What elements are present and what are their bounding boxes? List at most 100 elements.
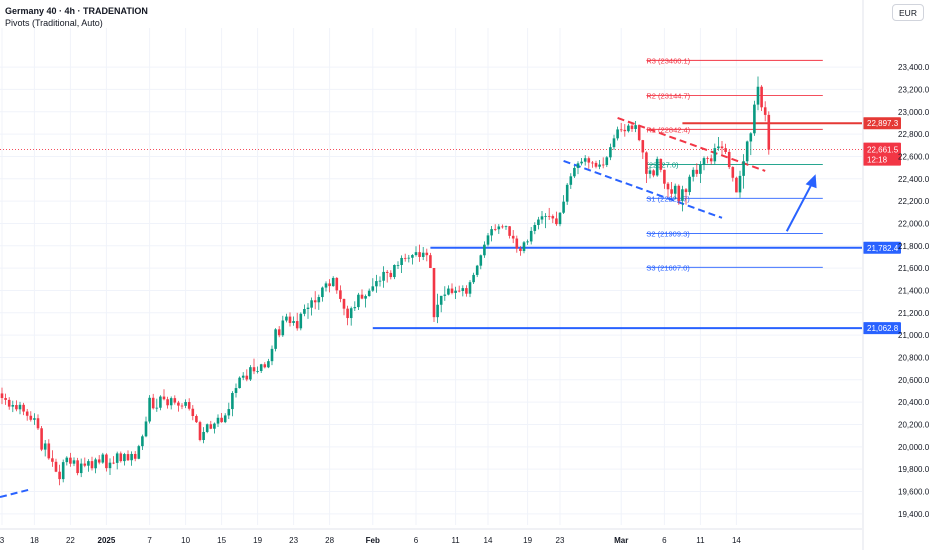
y-tick-label: 20,200.0 [898,420,930,429]
candle-body [87,461,90,466]
candle-body [702,158,706,165]
horizontal-levels: 22,897.3 21,782.4 21,062.8 22,661.512:18 [0,117,901,335]
x-tick-label: 14 [732,536,741,545]
candle-body [101,454,105,463]
candle-body [688,176,691,193]
candle-body [735,177,738,193]
x-tick-label: 23 [556,536,565,545]
candle-body [29,415,33,420]
candle-body [753,104,756,134]
candle-body [18,404,22,410]
candle-body [645,152,648,174]
candle-body [756,86,760,105]
candle-body [479,255,483,266]
candle-body [259,364,263,371]
candle-body [223,415,227,423]
candle-body [295,321,299,329]
last-price-tag [863,142,901,166]
x-tick-label: Mar [614,536,628,545]
candle-body [475,265,479,275]
y-tick-label: 21,400.0 [898,286,930,295]
candle-body [220,417,223,423]
candle-body [655,158,659,176]
candle-body [76,460,79,474]
candle-body [94,459,97,469]
candle-body [43,443,47,450]
candle-body [33,418,36,420]
candle-body [429,255,432,269]
candle-body [339,290,342,299]
candle-body [400,257,403,265]
candle-body [526,241,529,243]
annotations [785,174,817,232]
candle-body [313,300,317,303]
candle-body [497,226,501,230]
candle-body [616,129,619,139]
candle-body [324,283,328,288]
candle-body [418,252,421,257]
x-tick-label: 19 [523,536,532,545]
y-tick-label: 23,400.0 [898,63,930,72]
candle-body [195,415,198,423]
x-tick-label: 19 [253,536,262,545]
x-tick-label: 18 [30,536,39,545]
candle-body [133,453,137,459]
candle-body [375,281,378,287]
trend-line-old [0,488,32,499]
candle-body [519,248,522,252]
candle-body [544,215,547,217]
y-tick-label: 20,400.0 [898,398,930,407]
y-tick-label: 20,600.0 [898,376,930,385]
candle-body [749,133,753,142]
arrow-shaft [785,181,814,232]
candle-body [238,377,241,389]
candle-body [432,268,436,318]
candle-body [483,244,486,256]
y-tick-label: 22,000.0 [898,219,930,228]
candle-body [65,457,69,463]
y-tick-label: 22,200.0 [898,197,930,206]
candle-body [508,226,511,236]
trend-line-support [563,159,723,219]
x-tick-label: 23 [289,536,298,545]
candle-body [659,158,663,170]
candle-body [119,453,123,462]
candle-body [342,298,346,309]
candle-body [637,125,641,141]
pivot-label-s2: S2 (21909.3) [646,230,690,239]
currency-button[interactable]: EUR [892,4,924,21]
candle-body [724,148,727,152]
candle-body [742,161,745,176]
candle-body [22,404,25,412]
y-tick-label: 20,000.0 [898,443,930,452]
level-tag [863,322,901,335]
level-label: 21,062.8 [867,324,899,333]
candle-body [493,229,497,230]
candle-body [148,397,151,422]
y-tick-label: 21,600.0 [898,264,930,273]
candle-body [306,307,310,310]
candle-body [691,169,695,177]
candle-body [277,329,281,336]
candle-body [303,309,306,314]
candle-body [169,398,173,406]
level-tag [863,117,901,130]
pivot-lines: R3 (23460.1) R2 (23144.7) R1 (22842.4) (225… [646,56,823,272]
candle-body [727,151,731,168]
candle-body [627,125,630,132]
candle-body [472,274,475,283]
candle-body [187,402,191,409]
candle-body [699,164,702,174]
candle-body [576,163,580,168]
candle-body [234,388,238,393]
candle-body [731,167,735,178]
candle-body [285,316,288,321]
candle-body [537,219,540,226]
candle-body [709,158,713,162]
candle-body [598,164,601,167]
candle-body [468,282,472,294]
candle-body [447,288,450,295]
candle-body [695,169,699,174]
candle-body [159,396,162,408]
